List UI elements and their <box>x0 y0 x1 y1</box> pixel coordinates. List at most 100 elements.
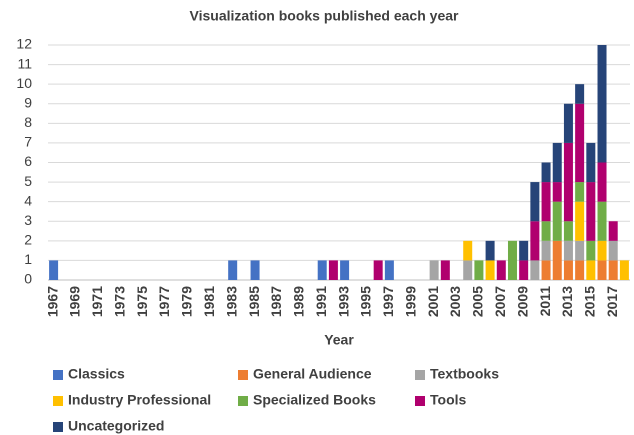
bar-segment <box>530 260 540 280</box>
x-tick-label: 1987 <box>268 286 284 317</box>
bar-segment <box>340 260 350 280</box>
y-tick-label: 10 <box>16 75 32 91</box>
x-tick-label: 1989 <box>291 286 307 317</box>
bar-segment <box>541 162 551 183</box>
bar-segment <box>429 260 439 280</box>
legend-label: Tools <box>430 392 467 408</box>
bar-segment <box>563 142 573 222</box>
bar-segment <box>541 260 551 280</box>
x-tick-label: 2007 <box>492 286 508 317</box>
bar-segment <box>586 182 596 241</box>
bar-segment <box>373 260 383 280</box>
x-tick-label: 1995 <box>358 286 374 317</box>
bar-segment <box>586 142 596 183</box>
bar-segment <box>552 201 562 241</box>
x-tick-label: 1983 <box>223 286 239 317</box>
bar-segment <box>563 103 573 143</box>
legend-swatch <box>415 370 425 380</box>
bar-segment <box>519 260 529 280</box>
bar-segment <box>563 240 573 261</box>
chart-title: Visualization books published each year <box>190 8 459 24</box>
x-tick-label: 1999 <box>402 286 418 317</box>
bar-segment <box>228 260 238 280</box>
legend-swatch <box>238 370 248 380</box>
bar-segment <box>440 260 450 280</box>
x-tick-label: 2015 <box>582 286 598 317</box>
bar-segment <box>563 221 573 241</box>
bar-segment <box>541 221 551 241</box>
bar-segment <box>485 240 495 261</box>
bar-segment <box>317 260 327 280</box>
bar-segment <box>463 240 473 261</box>
legend-label: General Audience <box>253 366 372 382</box>
x-tick-label: 2013 <box>559 286 575 317</box>
x-tick-label: 1979 <box>179 286 195 317</box>
bar-segment <box>519 240 529 261</box>
bar-segment <box>575 260 585 280</box>
bar-segment <box>530 221 540 261</box>
x-tick-label: 1981 <box>201 286 217 317</box>
bar-segment <box>608 240 618 261</box>
legend-label: Industry Professional <box>68 392 211 408</box>
bar-segment <box>328 260 338 280</box>
x-tick-label: 1985 <box>246 286 262 317</box>
bar-segment <box>563 260 573 280</box>
y-tick-label: 7 <box>24 134 32 150</box>
y-tick-label: 4 <box>24 192 32 208</box>
legend-swatch <box>415 396 425 406</box>
legend-swatch <box>53 370 63 380</box>
bar-segment <box>575 201 585 241</box>
bar-segment <box>597 240 607 261</box>
y-tick-label: 3 <box>24 212 32 228</box>
y-tick-label: 11 <box>17 55 32 71</box>
bar-segment <box>619 260 629 280</box>
x-tick-label: 1977 <box>156 286 172 317</box>
x-tick-label: 1993 <box>335 286 351 317</box>
bar-segment <box>507 240 517 280</box>
y-tick-label: 2 <box>24 232 32 248</box>
x-tick-label: 1975 <box>134 286 150 317</box>
bar-segment <box>552 182 562 202</box>
y-tick-label: 12 <box>16 36 32 52</box>
bar-segment <box>597 45 607 163</box>
bar-segment <box>586 260 596 280</box>
bar-segment <box>586 240 596 261</box>
x-tick-label: 2017 <box>604 286 620 317</box>
bar-segment <box>49 260 59 280</box>
bar-segment <box>552 142 562 183</box>
bar-segment <box>250 260 260 280</box>
bar-segment <box>608 260 618 280</box>
x-tick-label: 1997 <box>380 286 396 317</box>
legend-swatch <box>53 396 63 406</box>
x-tick-label: 2001 <box>425 286 441 317</box>
bar-segment <box>575 240 585 261</box>
y-tick-label: 6 <box>24 153 32 169</box>
x-tick-label: 1967 <box>44 286 60 317</box>
bar-segment <box>541 240 551 261</box>
x-axis-label: Year <box>324 332 354 348</box>
y-tick-label: 0 <box>24 271 32 287</box>
bar-segment <box>575 103 585 183</box>
x-tick-label: 2009 <box>514 286 530 317</box>
bar-segment <box>575 182 585 202</box>
bar-segment <box>552 240 562 280</box>
x-tick-label: 2011 <box>537 286 553 317</box>
x-tick-label: 1971 <box>89 286 105 317</box>
bar-segment <box>384 260 394 280</box>
x-tick-label: 1991 <box>313 286 329 317</box>
x-tick-label: 1973 <box>111 286 127 317</box>
y-tick-label: 9 <box>24 94 32 110</box>
bar-segment <box>597 162 607 202</box>
bar-segment <box>541 182 551 222</box>
x-tick-label: 2005 <box>470 286 486 317</box>
bar-segment <box>575 84 585 104</box>
legend-label: Uncategorized <box>68 418 164 434</box>
bar-segment <box>597 201 607 241</box>
legend-swatch <box>238 396 248 406</box>
legend-swatch <box>53 422 63 432</box>
bar-segment <box>608 221 618 241</box>
x-tick-label: 1969 <box>67 286 83 317</box>
bar-segment <box>463 260 473 280</box>
bar-segment <box>530 182 540 222</box>
